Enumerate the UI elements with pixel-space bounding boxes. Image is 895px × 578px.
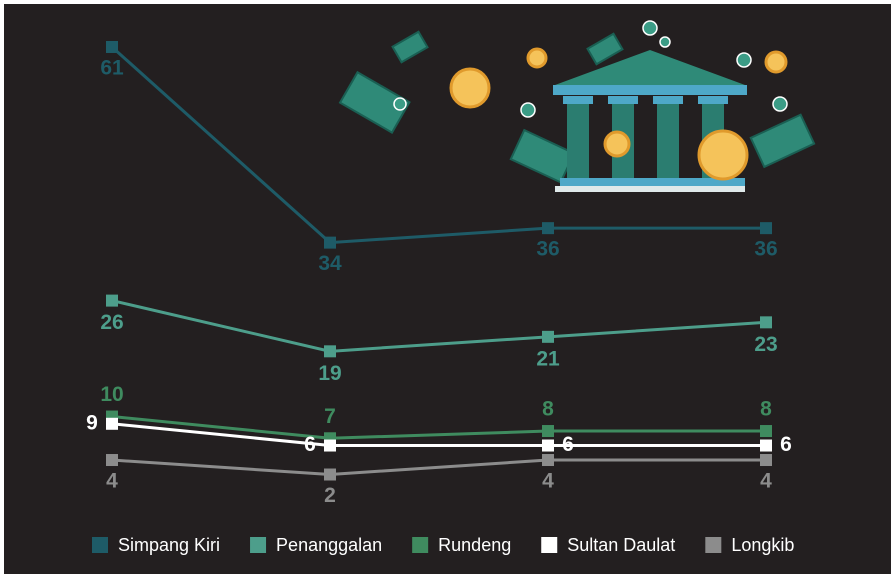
data-label: 4 <box>542 470 554 493</box>
legend-swatch <box>250 537 267 553</box>
data-label: 61 <box>100 57 124 80</box>
data-label: 21 <box>536 347 560 370</box>
point-marker <box>324 236 336 249</box>
point-marker <box>106 454 118 467</box>
legend-label: Rundeng <box>438 535 511 555</box>
series-line <box>110 45 766 245</box>
data-label: 36 <box>536 238 559 261</box>
data-label: 6 <box>304 433 316 456</box>
legend-label: Penanggalan <box>276 535 382 555</box>
point-marker <box>324 468 336 481</box>
point-marker <box>106 40 118 53</box>
point-marker <box>324 345 336 358</box>
bank-illustration <box>338 20 816 192</box>
point-marker <box>760 439 772 452</box>
legend-item: Rundeng <box>412 535 511 555</box>
point-marker <box>760 425 772 438</box>
point-marker <box>106 294 118 307</box>
point-marker <box>542 222 554 235</box>
legend-item: Longkib <box>705 535 794 555</box>
data-label: 8 <box>760 398 772 421</box>
legend-swatch <box>412 537 429 553</box>
data-label: 7 <box>324 405 336 428</box>
legend-item: Simpang Kiri <box>92 535 220 555</box>
point-marker <box>542 454 554 467</box>
point-marker <box>106 417 118 430</box>
data-label: 10 <box>100 383 123 406</box>
data-label: 6 <box>562 433 574 456</box>
legend-swatch <box>541 537 558 553</box>
legend-item: Penanggalan <box>250 535 382 555</box>
data-label: 4 <box>106 470 118 493</box>
series-line <box>111 415 766 440</box>
background <box>4 4 891 574</box>
point-marker <box>760 316 772 329</box>
legend-swatch <box>92 537 108 553</box>
data-label: 4 <box>760 470 772 493</box>
legend-swatch <box>705 537 722 553</box>
legend: Simpang Kiri Penanggalan Rundeng Sultan Dau… <box>92 535 794 555</box>
data-label: 26 <box>100 311 123 334</box>
series-line <box>111 422 766 448</box>
legend-label: Simpang Kiri <box>118 535 220 555</box>
series-line <box>111 458 766 477</box>
data-label: 9 <box>86 411 98 434</box>
legend-label: Longkib <box>731 535 794 555</box>
data-label: 8 <box>542 398 554 421</box>
point-marker <box>760 222 772 235</box>
series-line <box>111 299 767 353</box>
point-marker <box>760 454 772 467</box>
point-marker <box>542 425 554 438</box>
data-label: 23 <box>754 333 777 356</box>
point-marker <box>542 439 554 452</box>
legend-label: Sultan Daulat <box>567 535 675 555</box>
data-label: 19 <box>318 362 341 385</box>
point-marker <box>542 330 554 343</box>
point-marker <box>324 439 336 452</box>
data-label: 34 <box>318 252 342 275</box>
data-label: 2 <box>324 484 336 507</box>
legend-item: Sultan Daulat <box>541 535 675 555</box>
data-label: 36 <box>754 238 777 261</box>
data-label: 6 <box>780 433 792 456</box>
